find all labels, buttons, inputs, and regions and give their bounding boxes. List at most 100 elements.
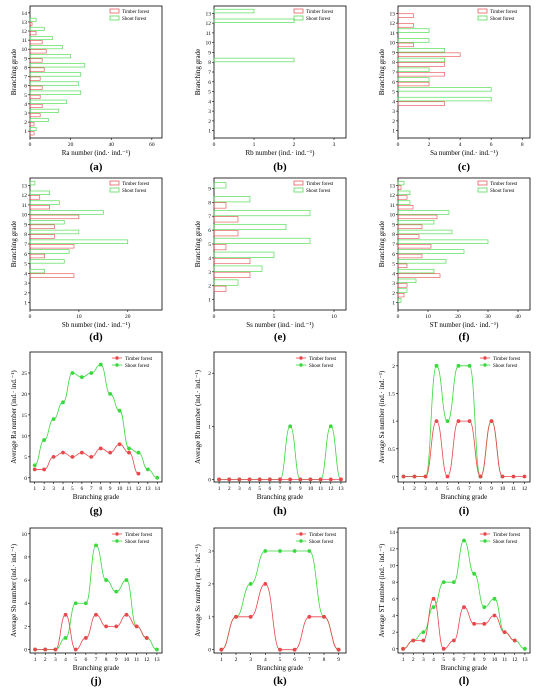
bar-timber — [29, 244, 75, 249]
x-tick-label: 10 — [117, 486, 123, 492]
panel-label: (j) — [91, 675, 102, 687]
y-tick-label: 3 — [208, 109, 211, 115]
bar-timber — [397, 253, 423, 259]
bar-shoot — [397, 288, 408, 293]
y-tick-label: 7 — [24, 75, 27, 81]
y-tick-label: 0 — [24, 476, 27, 482]
x-tick-label: 6 — [80, 486, 83, 492]
x-tick-label: 3 — [238, 486, 241, 492]
y-tick-label: 2 — [392, 630, 395, 636]
bar-shoot — [397, 220, 435, 225]
legend-swatch-shoot — [109, 187, 120, 193]
y-tick-label: 2 — [392, 291, 395, 297]
bar-shoot — [29, 249, 70, 254]
point-timber — [467, 419, 472, 424]
bar-timber — [397, 42, 414, 48]
bar-shoot — [397, 48, 445, 53]
x-tick-label: 5 — [273, 314, 276, 320]
point-shoot — [98, 362, 103, 367]
point-timber — [421, 638, 426, 643]
bar-shoot — [29, 36, 53, 41]
point-timber — [73, 647, 78, 652]
y-axis-label: Branching grade — [10, 49, 18, 95]
legend-label-timber: Timber forest — [306, 182, 334, 187]
bar-shoot — [29, 220, 65, 225]
x-tick-label: 10 — [124, 657, 130, 663]
bar-timber — [397, 101, 445, 106]
x-tick-label: 10 — [331, 314, 337, 320]
point-timber — [412, 474, 417, 479]
point-shoot — [127, 446, 131, 451]
bar-timber — [29, 76, 41, 81]
bar-timber — [213, 202, 227, 209]
y-axis-label: Average ST number (ind.· ind.⁻¹) — [378, 543, 386, 637]
point-shoot — [248, 582, 253, 586]
line-shoot — [35, 544, 158, 650]
point-timber — [134, 624, 139, 629]
x-tick-label: 2 — [228, 486, 231, 492]
x-tick-label: 20 — [125, 314, 131, 320]
panel-label: (d) — [89, 331, 103, 343]
point-shoot — [307, 549, 312, 553]
bar-timber — [213, 285, 227, 292]
bar-shoot — [29, 81, 80, 86]
x-tick-label: 13 — [522, 657, 528, 663]
legend-swatch-timber — [109, 8, 120, 14]
x-tick-label: 8 — [105, 657, 108, 663]
bar-shoot — [397, 180, 405, 186]
y-tick-label: 9 — [208, 50, 211, 56]
y-tick-label: 1 — [392, 419, 395, 425]
x-tick-label: 6 — [293, 657, 296, 663]
bar-timber — [29, 22, 33, 27]
bar-timber — [29, 214, 80, 220]
x-tick-label: 1 — [34, 657, 37, 663]
y-tick-label: 9 — [24, 222, 27, 228]
legend-label-shoot: Shoot forest — [306, 17, 331, 22]
point-timber — [43, 647, 48, 652]
legend-label-timber: Timber forest — [125, 533, 153, 538]
x-tick-label: 0 — [213, 142, 216, 148]
x-tick-label: 40 — [108, 142, 114, 148]
point-timber — [33, 647, 37, 652]
bar-timber — [397, 292, 405, 298]
point-timber — [336, 647, 341, 652]
bar-timber — [29, 131, 35, 136]
x-tick-label: 3 — [333, 142, 336, 148]
point-shoot — [83, 601, 88, 606]
point-timber — [401, 646, 405, 651]
plot-frame — [29, 5, 163, 139]
point-timber — [61, 450, 65, 455]
legend-label-shoot: Shoot forest — [493, 364, 518, 369]
bar-shoot — [29, 190, 50, 196]
x-tick-label: 2 — [43, 486, 46, 492]
line-timber — [35, 614, 147, 650]
y-axis-label: Branching grade — [378, 49, 386, 95]
bar-timber — [213, 271, 251, 278]
bar-timber — [29, 195, 41, 200]
y-tick-label: 3 — [24, 111, 27, 117]
y-tick-label: 7 — [392, 70, 395, 76]
bar-shoot — [29, 239, 129, 244]
x-axis-label: Branching grade — [73, 493, 119, 501]
panel-label: (b) — [273, 161, 287, 173]
y-tick-label: 1 — [208, 129, 211, 135]
point-shoot — [108, 392, 113, 396]
point-timber — [79, 450, 84, 455]
y-tick-label: 2 — [24, 624, 27, 630]
point-shoot — [136, 450, 141, 455]
point-shoot — [89, 371, 94, 375]
x-tick-label: 12 — [328, 486, 334, 492]
y-tick-label: 2 — [392, 119, 395, 125]
y-tick-label: 1 — [208, 298, 211, 304]
y-tick-label: 8 — [24, 232, 27, 238]
x-axis-label: Ra number (ind.· ind.⁻¹) — [62, 149, 131, 157]
legend-marker-shoot — [483, 539, 487, 543]
y-tick-label: 10 — [390, 213, 396, 219]
x-tick-label: 4 — [432, 657, 435, 663]
y-tick-label: 13 — [206, 11, 212, 17]
bar-timber — [397, 185, 402, 190]
legend-label-timber: Timber forest — [493, 357, 521, 362]
plot-frame — [213, 351, 347, 483]
x-tick-label: 10 — [500, 486, 506, 492]
